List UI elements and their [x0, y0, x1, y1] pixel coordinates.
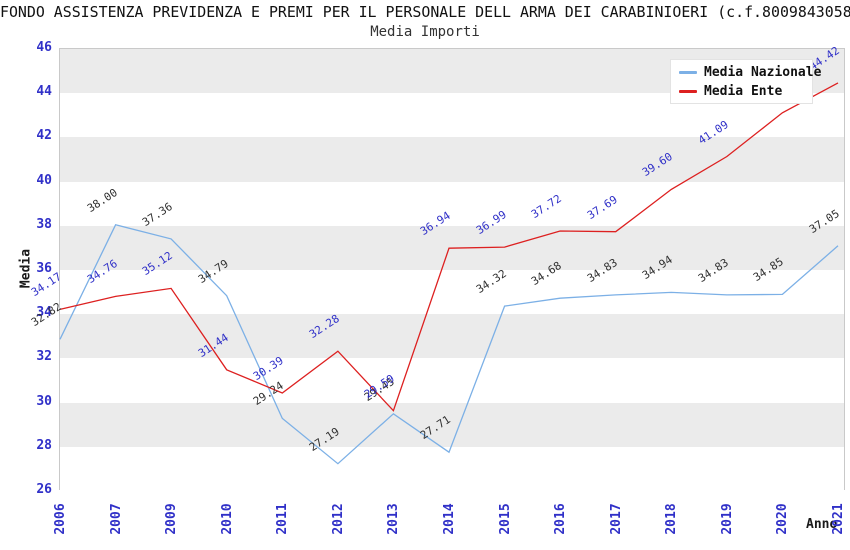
y-tick-label: 30	[36, 393, 52, 409]
legend-label: Media Ente	[704, 83, 783, 99]
x-tick-label: 2009	[164, 503, 180, 535]
x-tick-label: 2013	[386, 503, 402, 535]
y-tick-label: 46	[36, 40, 52, 55]
x-tick-label: 2010	[219, 503, 235, 535]
x-tick-label: 2021	[831, 503, 846, 535]
legend-item-media-ente: Media Ente	[679, 83, 782, 99]
legend-item-media-nazionale: Media Nazionale	[679, 64, 821, 80]
grid-band	[60, 358, 844, 403]
grid-band	[60, 402, 844, 447]
grid-band	[60, 314, 844, 359]
x-tick-label: 2018	[664, 503, 680, 535]
x-tick-label: 2006	[53, 503, 68, 535]
x-tick-label: 2015	[497, 503, 513, 535]
grid-band	[60, 446, 844, 491]
y-tick-label: 34	[36, 305, 52, 321]
x-tick-label: 2020	[775, 503, 791, 535]
y-tick-label: 40	[36, 172, 52, 188]
legend-box: Media Nazionale Media Ente	[670, 59, 821, 104]
x-axis-title: Anno	[806, 517, 838, 532]
x-tick-label: 2011	[275, 503, 291, 535]
chart-subtitle: Media Importi	[370, 24, 480, 40]
x-tick-label: 2014	[442, 503, 457, 535]
x-tick-label: 2016	[553, 503, 569, 535]
x-tick-label: 2017	[608, 503, 624, 535]
chart-title: FONDO ASSISTENZA PREVIDENZA E PREMI PER …	[0, 3, 850, 21]
y-tick-label: 32	[36, 349, 52, 365]
x-tick-label: 2019	[719, 503, 735, 535]
media-nazionale-line-swatch-icon	[679, 70, 697, 74]
y-tick-label: 38	[36, 216, 52, 232]
y-tick-label: 44	[36, 84, 52, 100]
x-tick-label: 2007	[108, 503, 124, 535]
media-ente-line-swatch-icon	[679, 89, 697, 93]
x-tick-label: 2012	[330, 503, 346, 535]
grid-band	[60, 137, 844, 182]
legend-label: Media Nazionale	[704, 64, 822, 80]
y-tick-label: 28	[36, 437, 52, 453]
y-tick-label: 42	[36, 128, 52, 144]
grid-band	[60, 270, 844, 315]
y-tick-label: 36	[36, 261, 52, 276]
y-tick-label: 26	[36, 482, 52, 497]
